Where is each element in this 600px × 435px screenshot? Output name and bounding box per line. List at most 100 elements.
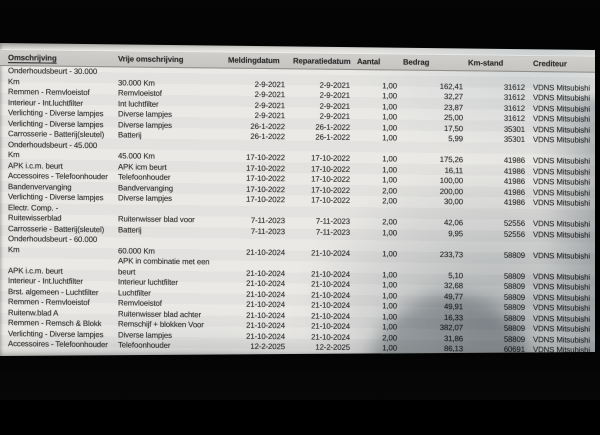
cell-reparatie: 12-2-2025	[315, 342, 350, 352]
cell-bedrag: 175,26	[439, 154, 463, 165]
cell-omschrijving: Onderhoudsbeurt - 30.000 Km	[8, 66, 98, 86]
cell-aantal: 1,00	[382, 290, 397, 301]
cell-crediteur: VDNS Mitsubishi	[533, 103, 590, 114]
cell-aantal: 1,00	[382, 154, 397, 164]
cell-crediteur: VDNS Mitsubishi	[533, 292, 590, 303]
cell-vrije: Diverse lampjes	[118, 109, 172, 119]
cell-aantal: 2,00	[382, 196, 397, 206]
cell-kmstand: 52556	[503, 218, 525, 228]
cell-vrije: Batterij	[118, 130, 142, 140]
cell-reparatie: 2-9-2021	[319, 80, 350, 90]
cell-bedrag: 16,33	[443, 312, 463, 322]
cell-crediteur: VDNS Mitsubishi	[533, 282, 590, 292]
cell-omschrijving: Accessoires - Telefoonhouder	[8, 339, 108, 350]
cell-omschrijving: Remmen - Remsch & Blokk	[8, 318, 102, 329]
cell-reparatie: 17-10-2022	[311, 185, 350, 195]
cell-omschrijving: Electr. Comp. - Ruitewisserblad	[8, 202, 62, 223]
cell-aantal: 1,00	[382, 322, 397, 332]
cell-reparatie: 17-10-2022	[311, 174, 350, 184]
column-header-omschrijving: Omschrijving	[0, 49, 118, 67]
cell-bedrag: 42,06	[443, 218, 463, 228]
cell-bedrag: 200,00	[439, 186, 463, 196]
cell-vrije: Telefoonhouder	[118, 172, 171, 182]
cell-kmstand: 31612	[503, 103, 525, 113]
cell-reparatie: 7-11-2023	[315, 227, 350, 237]
cell-melding: 2-9-2021	[254, 100, 285, 110]
maintenance-history-table: Omschrijving Vrije omschrijving Meldingdat…	[0, 49, 595, 356]
cell-vrije: Diverse lampjes	[118, 193, 172, 203]
column-header-bedrag: Bedrag	[398, 54, 464, 71]
cell-crediteur: VDNS Mitsubishi	[533, 313, 590, 324]
cell-reparatie: 21-10-2024	[311, 269, 350, 279]
cell-crediteur: VDNS Mitsubishi	[533, 303, 590, 313]
cell-omschrijving: APK i.c.m. beurt	[8, 265, 63, 276]
column-header-label: Crediteur	[533, 59, 567, 69]
cell-kmstand: 31612	[503, 113, 525, 123]
cell-vrije: Remvloeistof	[118, 88, 162, 98]
cell-kmstand: 41986	[503, 166, 525, 176]
cell-omschrijving: Carrosserie - Batterij(sleutel)	[8, 129, 105, 140]
cell-kmstand: 41986	[503, 176, 525, 186]
cell-aantal: 1,00	[382, 248, 397, 259]
cell-melding: 17-10-2022	[246, 173, 285, 184]
cell-crediteur: VDNS Mitsubishi	[533, 345, 590, 355]
cell-melding: 21-10-2024	[246, 278, 285, 289]
cell-crediteur: VDNS Mitsubishi	[533, 166, 590, 177]
cell-vrije: 60.000 Km	[118, 245, 155, 256]
cell-omschrijving: Onderhoudsbeurt - 60.000 Km	[8, 234, 98, 254]
cell-crediteur: VDNS Mitsubishi	[533, 334, 590, 345]
cell-kmstand: 58809	[503, 281, 525, 291]
cell-reparatie: 21-10-2024	[311, 290, 350, 300]
cell-reparatie: 17-10-2022	[311, 164, 350, 174]
cell-kmstand: 58809	[503, 313, 525, 323]
cell-melding: 17-10-2022	[246, 194, 285, 205]
cell-reparatie: 17-10-2022	[311, 153, 350, 163]
column-header-kmstand: Km-stand	[464, 54, 526, 72]
cell-reparatie: 21-10-2024	[311, 332, 350, 342]
cell-melding: 17-10-2022	[246, 184, 285, 194]
cell-reparatie: 21-10-2024	[311, 279, 350, 289]
column-header-label: Meldingdatum	[228, 55, 280, 66]
cell-bedrag: 30,00	[443, 197, 463, 207]
cell-melding: 7-11-2023	[250, 226, 285, 236]
cell-melding: 21-10-2024	[246, 289, 285, 299]
cell-melding: 17-10-2022	[246, 163, 285, 173]
cell-reparatie: 21-10-2024	[311, 248, 350, 258]
cell-aantal: 1,00	[382, 80, 397, 91]
cell-aantal: 1,00	[382, 227, 397, 238]
cell-kmstand: 41986	[503, 155, 525, 165]
cell-vrije: APK in combinatie met een beurt	[118, 256, 210, 277]
cell-kmstand: 31612	[503, 82, 525, 92]
cell-melding: 12-2-2025	[250, 341, 285, 352]
cell-vrije: 45.000 Km	[118, 151, 155, 161]
cell-vrije: Telefoonhouder	[118, 340, 171, 350]
cell-reparatie: 21-10-2024	[311, 321, 350, 331]
cell-kmstand: 31612	[503, 92, 525, 102]
column-header-label: Reparatiedatum	[293, 56, 351, 66]
photo-frame: Omschrijving Vrije omschrijving Meldingdat…	[0, 0, 600, 400]
cell-kmstand: 41986	[503, 197, 525, 207]
cell-bedrag: 382,07	[439, 322, 463, 333]
cell-bedrag: 25,00	[443, 113, 463, 123]
cell-reparatie: 21-10-2024	[311, 300, 350, 310]
cell-reparatie: 26-1-2022	[315, 122, 350, 132]
cell-kmstand: 58809	[503, 302, 525, 312]
cell-aantal: 1,00	[382, 280, 397, 290]
cell-bedrag: 5,10	[448, 270, 463, 280]
cell-omschrijving: Verlichting - Diverse lampjes	[8, 192, 104, 203]
cell-kmstand: 35301	[503, 134, 525, 144]
cell-aantal: 1,00	[382, 175, 397, 185]
cell-aantal: 1,00	[382, 311, 397, 322]
cell-reparatie: 7-11-2023	[315, 216, 350, 226]
table-tilt-wrapper: Omschrijving Vrije omschrijving Meldingdat…	[0, 49, 595, 356]
cell-omschrijving: Onderhoudsbeurt - 45.000 Km	[8, 139, 98, 160]
cell-bedrag: 17,50	[443, 123, 463, 133]
cell-vrije: Ruitenwisser blad voor	[118, 214, 195, 225]
cell-kmstand: 58809	[503, 271, 525, 281]
cell-melding: 2-9-2021	[254, 89, 285, 100]
cell-crediteur: VDNS Mitsubishi	[533, 250, 590, 261]
cell-kmstand: 52556	[503, 229, 525, 239]
column-header-reparatie: Reparatiedatum	[286, 52, 351, 70]
column-header-crediteur: Crediteur	[526, 55, 595, 73]
cell-omschrijving: Accessoires - Telefoonhouder	[8, 171, 108, 182]
